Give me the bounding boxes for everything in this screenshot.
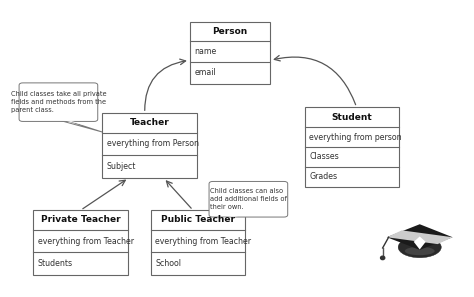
Text: Subject: Subject <box>107 162 137 171</box>
Polygon shape <box>197 214 251 222</box>
Text: Teacher: Teacher <box>129 119 169 127</box>
FancyBboxPatch shape <box>209 181 288 217</box>
Text: name: name <box>194 47 217 56</box>
Bar <box>151 210 245 275</box>
FancyBboxPatch shape <box>19 83 98 121</box>
Ellipse shape <box>398 237 441 258</box>
Text: everything from Teacher: everything from Teacher <box>155 236 251 246</box>
Bar <box>190 22 270 84</box>
Text: everything from Person: everything from Person <box>107 139 199 148</box>
Polygon shape <box>387 224 453 250</box>
Ellipse shape <box>405 247 435 255</box>
Text: School: School <box>155 259 181 268</box>
Polygon shape <box>414 236 426 249</box>
Text: Child classes can also
add additional fields of
their own.: Child classes can also add additional fi… <box>210 188 287 210</box>
Text: Child classes take all private
fields and methods from the
parent class.: Child classes take all private fields an… <box>10 91 106 113</box>
Text: everything from person: everything from person <box>310 132 402 142</box>
Text: Grades: Grades <box>310 172 337 181</box>
Polygon shape <box>56 119 103 129</box>
Text: Private Teacher: Private Teacher <box>41 216 120 225</box>
Bar <box>102 113 197 178</box>
Text: email: email <box>194 68 216 78</box>
Text: Students: Students <box>38 259 73 268</box>
Text: everything from Teacher: everything from Teacher <box>38 236 134 246</box>
Ellipse shape <box>381 256 385 260</box>
Polygon shape <box>197 215 252 225</box>
Bar <box>305 107 399 187</box>
Text: Student: Student <box>331 113 372 122</box>
Text: Public Teacher: Public Teacher <box>161 216 235 225</box>
Text: Person: Person <box>212 27 247 36</box>
Text: Classes: Classes <box>310 152 339 162</box>
Polygon shape <box>55 119 103 132</box>
Polygon shape <box>387 230 453 244</box>
Bar <box>33 210 128 275</box>
